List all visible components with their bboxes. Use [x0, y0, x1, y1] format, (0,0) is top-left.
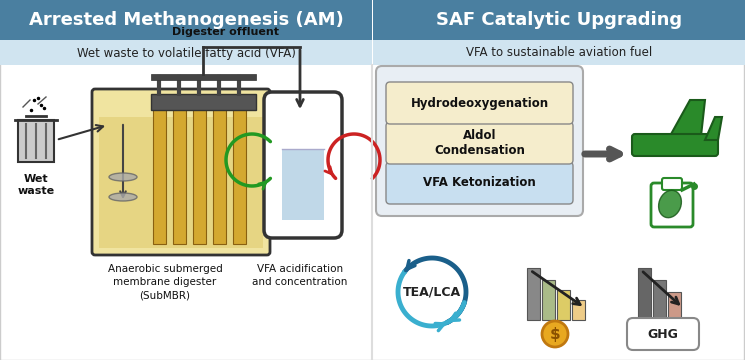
Ellipse shape — [109, 173, 137, 181]
Bar — [638, 268, 651, 320]
Bar — [527, 268, 540, 320]
FancyBboxPatch shape — [386, 122, 573, 164]
Bar — [0, 40, 372, 65]
Text: TEA/LCA: TEA/LCA — [403, 285, 461, 298]
Text: Arrested Methanogenesis (AM): Arrested Methanogenesis (AM) — [28, 11, 343, 29]
Text: Hydrodeoxygenation: Hydrodeoxygenation — [410, 96, 548, 109]
FancyBboxPatch shape — [264, 92, 342, 238]
Bar — [282, 148, 324, 220]
Bar — [193, 104, 206, 244]
Ellipse shape — [109, 193, 137, 201]
Bar — [0, 0, 372, 40]
Text: Aldol
Condensation: Aldol Condensation — [434, 129, 525, 157]
Text: VFA acidification
and concentration: VFA acidification and concentration — [253, 264, 348, 287]
Text: GHG: GHG — [647, 328, 679, 341]
Bar — [542, 280, 555, 320]
Text: Digester offluent: Digester offluent — [171, 27, 279, 37]
Bar — [173, 104, 186, 244]
Text: VFA to sustainable aviation fuel: VFA to sustainable aviation fuel — [466, 46, 652, 59]
Ellipse shape — [659, 190, 682, 218]
Bar — [153, 104, 166, 244]
Bar — [572, 300, 585, 320]
Bar — [373, 0, 745, 40]
Text: $: $ — [550, 327, 560, 342]
Circle shape — [542, 321, 568, 347]
Text: SAF Catalytic Upgrading: SAF Catalytic Upgrading — [436, 11, 682, 29]
FancyBboxPatch shape — [662, 178, 682, 190]
FancyBboxPatch shape — [627, 318, 699, 350]
Text: VFA Ketonization: VFA Ketonization — [423, 176, 536, 189]
Text: Wet
waste: Wet waste — [17, 174, 54, 195]
Bar — [99, 117, 263, 248]
Polygon shape — [665, 100, 705, 145]
Bar — [151, 94, 256, 110]
FancyBboxPatch shape — [651, 183, 693, 227]
FancyBboxPatch shape — [386, 82, 573, 124]
FancyBboxPatch shape — [386, 162, 573, 204]
Bar — [668, 292, 681, 320]
Polygon shape — [705, 117, 722, 140]
Text: Anaerobic submerged
membrane digester
(SubMBR): Anaerobic submerged membrane digester (S… — [107, 264, 222, 300]
FancyBboxPatch shape — [92, 89, 270, 255]
Bar — [373, 40, 745, 65]
Text: Wet waste to volatile fatty acid (VFA): Wet waste to volatile fatty acid (VFA) — [77, 46, 296, 59]
Bar — [151, 74, 256, 80]
Bar — [18, 120, 54, 162]
FancyBboxPatch shape — [376, 66, 583, 216]
Bar — [557, 290, 570, 320]
FancyBboxPatch shape — [632, 134, 718, 156]
Bar — [233, 104, 246, 244]
Bar — [213, 104, 226, 244]
Bar — [653, 280, 666, 320]
